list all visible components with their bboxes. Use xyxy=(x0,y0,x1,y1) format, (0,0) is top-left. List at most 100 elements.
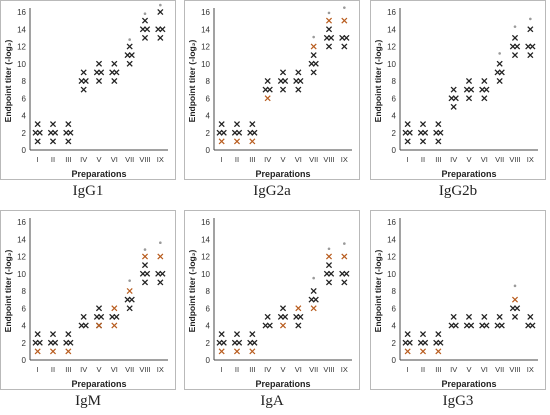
x-tick-label: IV xyxy=(450,155,457,164)
x-tick-label: I xyxy=(407,365,409,374)
y-tick-label: 0 xyxy=(22,356,27,365)
x-axis-title: Preparations xyxy=(441,169,496,179)
data-point xyxy=(295,305,302,312)
data-point xyxy=(343,34,350,41)
data-point xyxy=(422,129,429,136)
data-point xyxy=(404,138,411,145)
significance-star xyxy=(159,3,162,7)
y-tick-label: 8 xyxy=(22,287,27,296)
caption-igg2a: IgG2a xyxy=(253,183,291,199)
y-axis-title: Endpoint titer (-log₂) xyxy=(3,40,13,123)
y-tick-label: 4 xyxy=(392,112,397,121)
significance-star xyxy=(343,242,346,245)
data-point xyxy=(343,270,350,277)
y-tick-label: 16 xyxy=(387,8,396,17)
data-point xyxy=(511,296,519,303)
data-point xyxy=(325,262,333,269)
data-point xyxy=(52,339,59,346)
y-tick-label: 12 xyxy=(17,253,26,262)
caption-iga: IgA xyxy=(260,393,284,409)
y-tick-label: 14 xyxy=(387,235,396,244)
data-point xyxy=(295,86,302,93)
data-point xyxy=(468,322,475,329)
y-tick-label: 0 xyxy=(392,146,397,155)
data-point xyxy=(95,305,103,312)
y-tick-label: 6 xyxy=(206,94,211,103)
data-point xyxy=(496,77,503,85)
y-tick-label: 16 xyxy=(17,8,26,17)
data-point xyxy=(419,121,427,128)
y-tick-label: 10 xyxy=(201,60,210,69)
data-point xyxy=(264,313,271,320)
y-tick-label: 14 xyxy=(201,25,210,34)
x-tick-label: IV xyxy=(80,155,87,164)
significance-star xyxy=(513,25,517,28)
x-tick-label: III xyxy=(435,365,441,374)
x-tick-label: IV xyxy=(450,365,457,374)
y-tick-label: 6 xyxy=(392,94,397,103)
x-tick-label: II xyxy=(51,365,55,374)
x-tick-label: V xyxy=(280,155,285,164)
data-point xyxy=(406,339,413,346)
data-point xyxy=(141,262,149,269)
data-point xyxy=(80,69,87,76)
data-point xyxy=(435,348,442,355)
y-tick-label: 14 xyxy=(201,235,210,244)
data-point xyxy=(220,339,227,346)
data-point xyxy=(49,138,57,145)
data-point xyxy=(465,313,473,320)
x-tick-label: I xyxy=(407,155,409,164)
x-tick-label: II xyxy=(235,155,239,164)
data-point xyxy=(49,348,57,355)
caption-igm: IgM xyxy=(75,393,101,409)
x-tick-label: III xyxy=(249,365,255,374)
data-point xyxy=(36,129,43,136)
data-point xyxy=(465,95,473,102)
x-tick-label: IX xyxy=(157,155,164,164)
data-point xyxy=(128,52,135,59)
data-point xyxy=(144,270,151,277)
x-tick-label: IV xyxy=(264,155,271,164)
x-tick-label: III xyxy=(435,155,441,164)
y-tick-label: 2 xyxy=(206,339,211,348)
data-point xyxy=(419,331,427,338)
y-tick-label: 10 xyxy=(17,270,26,279)
x-axis-title: Preparations xyxy=(255,169,310,179)
significance-star xyxy=(159,241,162,244)
data-point xyxy=(34,138,41,145)
data-point xyxy=(113,313,120,320)
data-point xyxy=(483,322,490,329)
data-point xyxy=(126,60,133,67)
data-point xyxy=(297,313,304,320)
x-tick-label: IV xyxy=(80,365,87,374)
data-point xyxy=(527,26,534,33)
data-point xyxy=(527,52,534,59)
x-tick-label: VIII xyxy=(323,155,334,164)
data-point xyxy=(95,77,103,85)
data-point xyxy=(325,43,333,50)
data-point xyxy=(141,279,149,286)
data-point xyxy=(157,279,164,286)
y-tick-label: 12 xyxy=(387,253,396,262)
data-point xyxy=(514,43,521,50)
data-point xyxy=(65,331,72,338)
data-point xyxy=(220,129,227,136)
caption-igg2b: IgG2b xyxy=(438,183,478,199)
data-point xyxy=(529,322,536,329)
data-point xyxy=(527,313,534,320)
data-point xyxy=(328,34,335,41)
data-point xyxy=(67,129,74,136)
data-point xyxy=(128,296,135,303)
data-point xyxy=(468,86,475,93)
x-tick-label: VIII xyxy=(509,365,520,374)
data-point xyxy=(437,339,444,346)
data-point xyxy=(80,86,87,93)
y-tick-label: 12 xyxy=(201,253,210,262)
data-point xyxy=(498,69,505,76)
data-point xyxy=(159,270,166,277)
y-tick-label: 4 xyxy=(392,322,397,331)
x-tick-label: III xyxy=(65,155,71,164)
x-tick-label: VI xyxy=(481,155,488,164)
